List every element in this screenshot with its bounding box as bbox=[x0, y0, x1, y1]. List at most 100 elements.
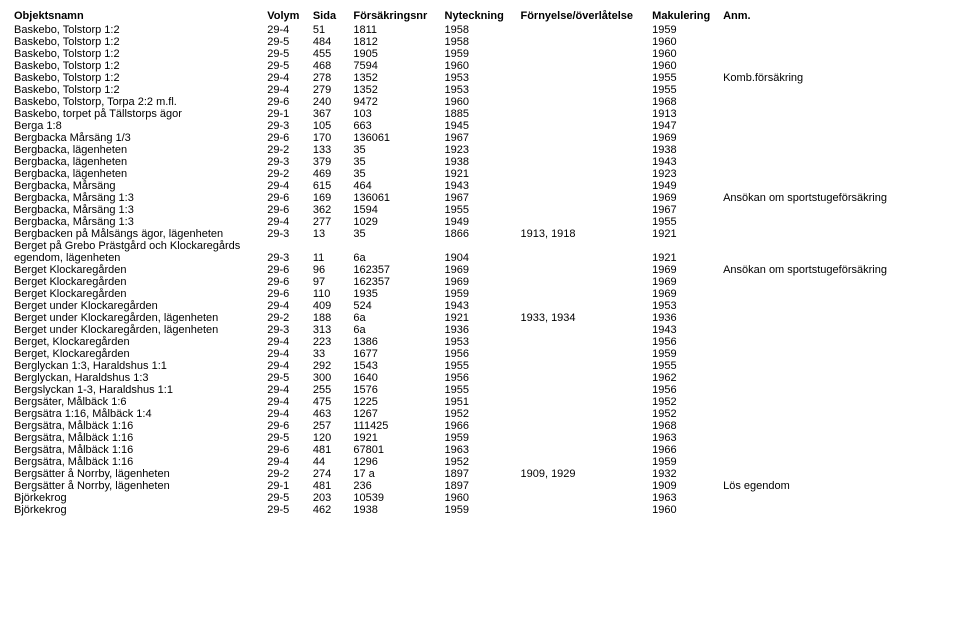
table-cell: Bergbacka, Mårsäng bbox=[14, 180, 267, 192]
table-cell: 35 bbox=[353, 168, 444, 180]
table-cell: Berget under Klockaregården, lägenheten bbox=[14, 312, 267, 324]
table-cell bbox=[520, 480, 652, 492]
table-cell bbox=[520, 360, 652, 372]
table-cell bbox=[723, 468, 946, 480]
table-cell: 29-2 bbox=[267, 168, 313, 180]
table-row: Bergsätra 1:16, Målbäck 1:429-4463126719… bbox=[14, 408, 946, 420]
table-cell: 1967 bbox=[652, 204, 723, 216]
table-cell: 29-4 bbox=[267, 72, 313, 84]
table-cell: 1962 bbox=[652, 372, 723, 384]
table-cell: 524 bbox=[353, 300, 444, 312]
table-cell bbox=[723, 144, 946, 156]
table-cell: 29-3 bbox=[267, 228, 313, 240]
table-row: Bergbacka, Mårsäng 1:329-636215941955196… bbox=[14, 204, 946, 216]
table-cell: Komb.försäkring bbox=[723, 72, 946, 84]
table-cell: 313 bbox=[313, 324, 354, 336]
table-cell: 1913 bbox=[652, 108, 723, 120]
table-row: Baskebo, Tolstorp 1:229-5468759419601960 bbox=[14, 60, 946, 72]
table-cell bbox=[723, 96, 946, 108]
table-cell: 29-3 bbox=[267, 156, 313, 168]
table-body: Baskebo, Tolstorp 1:229-451181119581959B… bbox=[14, 24, 946, 516]
table-cell: 1953 bbox=[445, 336, 521, 348]
table-cell bbox=[520, 168, 652, 180]
table-cell: 1969 bbox=[652, 288, 723, 300]
table-cell bbox=[520, 384, 652, 396]
table-cell: 29-4 bbox=[267, 84, 313, 96]
table-cell: 110 bbox=[313, 288, 354, 300]
table-cell: 1960 bbox=[652, 48, 723, 60]
table-cell: 1955 bbox=[652, 72, 723, 84]
table-cell: 133 bbox=[313, 144, 354, 156]
table-cell: 1955 bbox=[445, 204, 521, 216]
table-cell: 188 bbox=[313, 312, 354, 324]
table-cell: 240 bbox=[313, 96, 354, 108]
table-cell: 29-6 bbox=[267, 276, 313, 288]
table-cell bbox=[520, 300, 652, 312]
table-cell: 1932 bbox=[652, 468, 723, 480]
table-cell bbox=[723, 168, 946, 180]
table-cell: 162357 bbox=[353, 276, 444, 288]
table-cell: 33 bbox=[313, 348, 354, 360]
table-cell: 29-1 bbox=[267, 108, 313, 120]
table-cell bbox=[723, 456, 946, 468]
table-cell: 1952 bbox=[652, 408, 723, 420]
table-cell bbox=[723, 300, 946, 312]
table-cell: Berget under Klockaregården, lägenheten bbox=[14, 324, 267, 336]
table-row: Bergbacka, Mårsäng 1:329-616913606119671… bbox=[14, 192, 946, 204]
table-cell bbox=[520, 72, 652, 84]
table-cell bbox=[520, 492, 652, 504]
table-cell bbox=[520, 336, 652, 348]
table-cell: 1958 bbox=[445, 36, 521, 48]
table-cell: 1953 bbox=[445, 84, 521, 96]
table-row: Bergbacka Mårsäng 1/329-6170136061196719… bbox=[14, 132, 946, 144]
table-cell: 29-3 bbox=[267, 120, 313, 132]
table-cell: 29-5 bbox=[267, 372, 313, 384]
table-cell: 1594 bbox=[353, 204, 444, 216]
table-cell: Lös egendom bbox=[723, 480, 946, 492]
table-cell: 29-6 bbox=[267, 192, 313, 204]
table-cell bbox=[520, 456, 652, 468]
table-row: Berget under Klockaregården, lägenheten2… bbox=[14, 324, 946, 336]
table-cell: 1938 bbox=[652, 144, 723, 156]
table-cell: 29-4 bbox=[267, 408, 313, 420]
table-cell bbox=[723, 432, 946, 444]
table-cell: 1923 bbox=[445, 144, 521, 156]
table-cell: 1959 bbox=[445, 432, 521, 444]
col-objektsnamn: Objektsnamn bbox=[14, 10, 267, 24]
table-cell: egendom, lägenheten bbox=[14, 252, 267, 264]
table-cell: Bergbacka, Mårsäng 1:3 bbox=[14, 204, 267, 216]
table-cell: 481 bbox=[313, 480, 354, 492]
table-cell bbox=[723, 372, 946, 384]
table-cell: 1956 bbox=[652, 384, 723, 396]
table-cell: 1905 bbox=[353, 48, 444, 60]
table-cell: 1959 bbox=[445, 48, 521, 60]
table-cell: 1812 bbox=[353, 36, 444, 48]
table-cell bbox=[723, 36, 946, 48]
table-cell: 1956 bbox=[445, 372, 521, 384]
table-cell: Baskebo, Tolstorp 1:2 bbox=[14, 84, 267, 96]
table-cell: 362 bbox=[313, 204, 354, 216]
table-cell: 29-3 bbox=[267, 324, 313, 336]
table-cell: 663 bbox=[353, 120, 444, 132]
table-cell: 9472 bbox=[353, 96, 444, 108]
table-cell: Bergbacka Mårsäng 1/3 bbox=[14, 132, 267, 144]
table-cell: 35 bbox=[353, 144, 444, 156]
col-volym: Volym bbox=[267, 10, 313, 24]
table-cell: 223 bbox=[313, 336, 354, 348]
table-cell bbox=[723, 384, 946, 396]
table-cell: 1943 bbox=[445, 300, 521, 312]
table-row: Bergbacka, lägenheten29-24693519211923 bbox=[14, 168, 946, 180]
table-cell bbox=[723, 408, 946, 420]
table-cell: 29-4 bbox=[267, 336, 313, 348]
table-cell: 1959 bbox=[652, 24, 723, 36]
table-cell: 1296 bbox=[353, 456, 444, 468]
table-cell bbox=[520, 264, 652, 276]
table-cell: 1945 bbox=[445, 120, 521, 132]
table-cell: 1967 bbox=[445, 192, 521, 204]
table-cell: 29-5 bbox=[267, 48, 313, 60]
table-cell: 1866 bbox=[445, 228, 521, 240]
table-cell: Berget Klockaregården bbox=[14, 276, 267, 288]
table-cell: 1959 bbox=[652, 348, 723, 360]
table-row: Baskebo, Tolstorp 1:229-5455190519591960 bbox=[14, 48, 946, 60]
table-row: Baskebo, Tolstorp 1:229-5484181219581960 bbox=[14, 36, 946, 48]
